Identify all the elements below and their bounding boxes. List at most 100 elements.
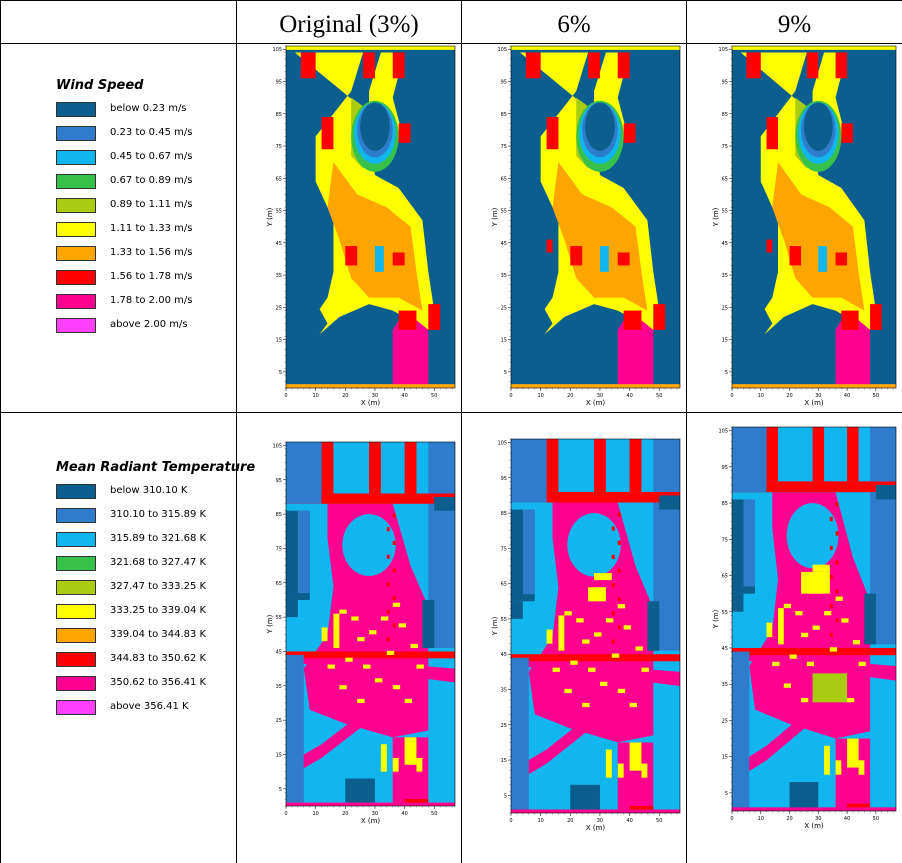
legend-swatch <box>56 246 96 261</box>
y-tick-label: 25 <box>501 305 507 311</box>
x-axis-label: X (m) <box>804 822 824 830</box>
y-axis-label: Y (m) <box>491 207 499 227</box>
y-tick-label: 105 <box>718 429 728 435</box>
y-tick-label: 35 <box>501 273 507 279</box>
y-tick-label: 5 <box>725 791 728 797</box>
legend-swatch <box>56 532 96 547</box>
legend-swatch <box>56 270 96 285</box>
x-tick-label: 50 <box>431 811 437 817</box>
y-tick-label: 95 <box>501 79 507 85</box>
table-border-header <box>0 43 902 44</box>
y-tick-label: 95 <box>501 476 507 482</box>
y-tick-label: 35 <box>276 684 282 690</box>
x-tick-label: 0 <box>284 811 287 817</box>
y-tick-label: 75 <box>501 144 507 150</box>
x-tick-label: 40 <box>401 393 407 399</box>
y-tick-label: 5 <box>504 793 507 799</box>
y-tick-label: 5 <box>279 370 282 376</box>
y-tick-label: 65 <box>501 176 507 182</box>
x-tick-label: 10 <box>312 393 318 399</box>
y-tick-label: 25 <box>276 305 282 311</box>
legend-swatch <box>56 676 96 691</box>
y-tick-label: 105 <box>718 47 728 53</box>
x-tick-label: 0 <box>730 816 733 822</box>
x-axis-label: X (m) <box>586 399 606 407</box>
y-tick-label: 85 <box>501 511 507 517</box>
legend-label: 333.25 to 339.04 K <box>110 605 207 616</box>
y-tick-label: 5 <box>504 370 507 376</box>
x-tick-label: 40 <box>844 816 850 822</box>
legend-label: 0.23 to 0.45 m/s <box>110 127 193 138</box>
x-tick-label: 10 <box>758 816 764 822</box>
y-tick-label: 65 <box>722 574 728 580</box>
y-tick-label: 55 <box>501 617 507 623</box>
field-layer <box>511 46 680 388</box>
table-border-row <box>0 412 902 413</box>
wind-plot-original: 0 10 20 30 40 50 5 15 25 35 45 55 65 75 85 95 105 X (m) Y … <box>254 44 461 412</box>
y-axis-label: Y (m) <box>491 616 499 636</box>
y-tick-label: 15 <box>501 758 507 764</box>
legend-swatch <box>56 556 96 571</box>
y-axis-label: Y (m) <box>712 609 720 629</box>
legend-swatch <box>56 318 96 333</box>
legend-label: 344.83 to 350.62 K <box>110 653 207 664</box>
table-divider-1 <box>236 0 237 863</box>
x-tick-label: 20 <box>342 811 348 817</box>
y-tick-label: 35 <box>276 273 282 279</box>
y-tick-label: 45 <box>722 646 728 652</box>
y-tick-label: 105 <box>497 441 507 447</box>
field-layer <box>732 46 896 388</box>
y-tick-label: 65 <box>276 581 282 587</box>
y-tick-label: 85 <box>276 112 282 118</box>
legend-swatch <box>56 652 96 667</box>
y-tick-label: 105 <box>497 47 507 53</box>
y-tick-label: 15 <box>276 338 282 344</box>
y-tick-label: 45 <box>501 241 507 247</box>
legend-swatch <box>56 604 96 619</box>
legend-label: 339.04 to 344.83 K <box>110 629 207 640</box>
y-tick-label: 85 <box>276 512 282 518</box>
legend-swatch <box>56 508 96 523</box>
wind-speed-legend: Wind Speed below 0.23 m/s 0.23 to 0.45 m/… <box>56 78 226 338</box>
x-tick-label: 50 <box>431 393 437 399</box>
wind-plot-9pct: 0 10 20 30 40 50 5 15 25 35 45 55 65 75 85 95 105 X (m) Y … <box>700 44 902 412</box>
mrt-plot-original: 0 10 20 30 40 50 5 15 25 35 45 55 65 75 85 95 105 X (m) Y … <box>254 440 461 830</box>
x-tick-label: 30 <box>372 811 378 817</box>
legend-swatch <box>56 174 96 189</box>
y-axis-label: Y (m) <box>266 614 274 634</box>
y-tick-label: 35 <box>722 682 728 688</box>
x-tick-label: 40 <box>626 818 632 824</box>
x-tick-label: 20 <box>567 818 573 824</box>
mrt-plot-6pct: 0 10 20 30 40 50 5 15 25 35 45 55 65 75 85 95 105 X (m) Y … <box>479 437 686 837</box>
y-tick-label: 55 <box>722 209 728 215</box>
x-tick-label: 30 <box>372 393 378 399</box>
field-layer <box>286 46 455 388</box>
plot-frame <box>285 45 456 389</box>
y-tick-label: 85 <box>501 112 507 118</box>
y-tick-label: 65 <box>276 176 282 182</box>
legend-swatch <box>56 126 96 141</box>
legend-label: 310.10 to 315.89 K <box>110 509 207 520</box>
y-tick-label: 25 <box>722 718 728 724</box>
mrt-plot-9pct: 0 10 20 30 40 50 5 15 25 35 45 55 65 75 85 95 105 X (m) Y … <box>700 425 902 835</box>
y-tick-label: 85 <box>722 501 728 507</box>
wind-speed-legend-title: Wind Speed <box>56 78 144 93</box>
y-tick-label: 45 <box>501 652 507 658</box>
x-axis-label: X (m) <box>361 399 381 407</box>
y-tick-label: 35 <box>722 273 728 279</box>
y-tick-label: 15 <box>722 755 728 761</box>
y-tick-label: 75 <box>501 546 507 552</box>
y-tick-label: 5 <box>725 370 728 376</box>
legend-swatch <box>56 150 96 165</box>
x-tick-label: 40 <box>401 811 407 817</box>
legend-label: 350.62 to 356.41 K <box>110 677 207 688</box>
x-tick-label: 50 <box>656 818 662 824</box>
legend-label: above 2.00 m/s <box>110 319 188 330</box>
header-9pct: 9% <box>777 11 812 38</box>
x-tick-label: 30 <box>815 393 821 399</box>
y-tick-label: 5 <box>279 787 282 793</box>
legend-label: 1.11 to 1.33 m/s <box>110 223 193 234</box>
mrt-legend: Mean Radiant Temperature below 310.10 K 3… <box>56 460 255 720</box>
y-tick-label: 15 <box>276 752 282 758</box>
